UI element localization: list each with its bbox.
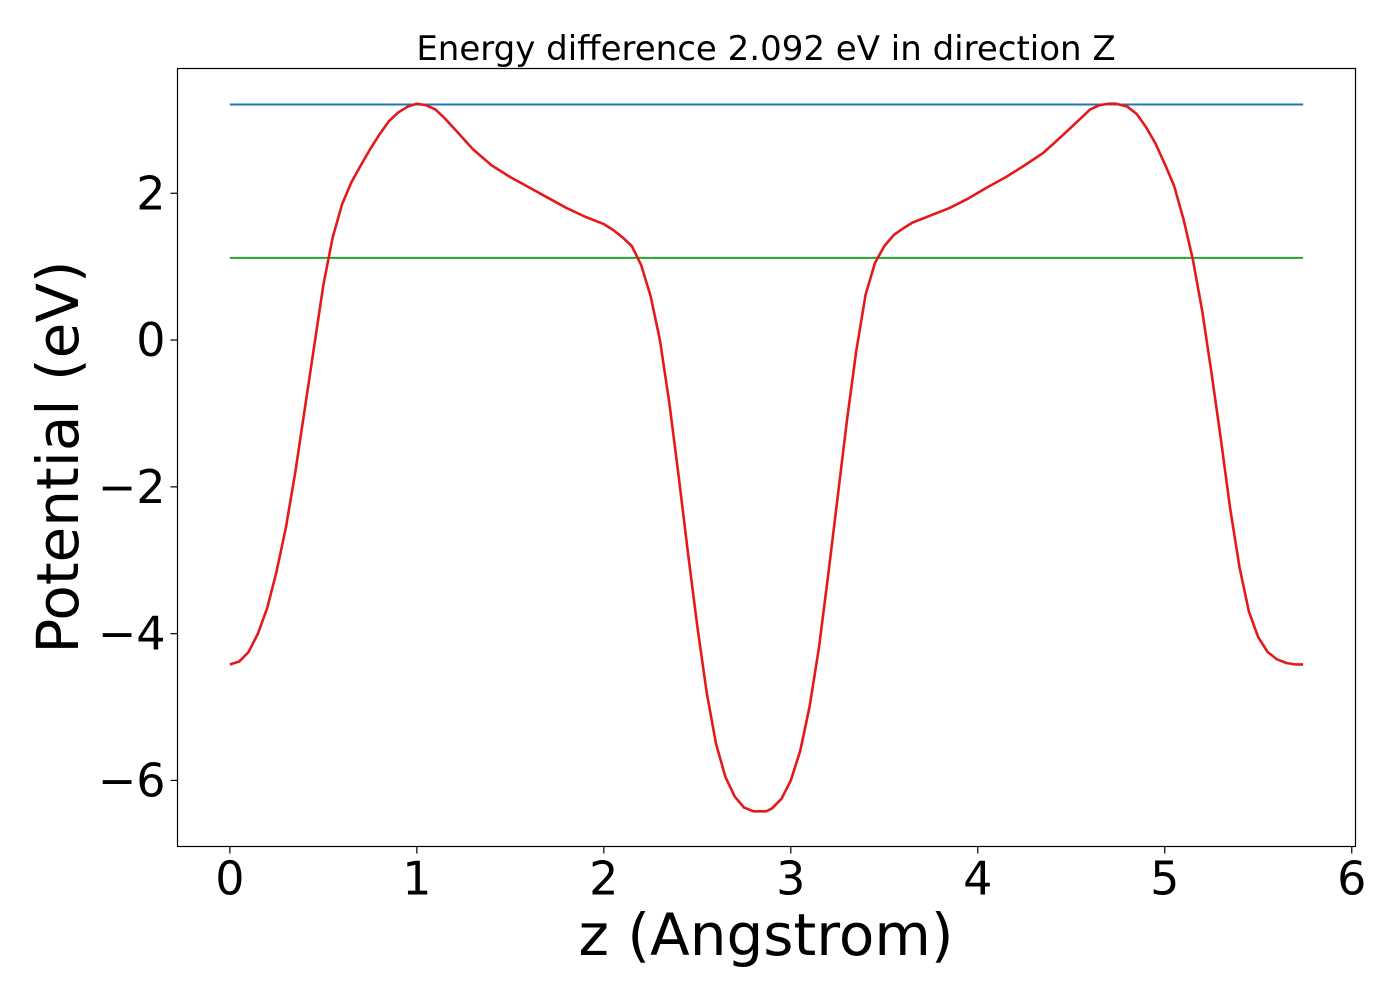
x-tick-label: 6 [1337, 852, 1366, 906]
series-layer [229, 102, 1304, 813]
x-tick-label: 2 [589, 852, 618, 906]
series-line-3 [229, 102, 1304, 813]
y-tick-label: 0 [136, 313, 165, 367]
x-axis: 0 1 2 3 4 5 6 [215, 846, 1366, 906]
y-tick-label: 2 [136, 166, 165, 220]
x-tick-label: 5 [1150, 852, 1179, 906]
y-tick-label: −4 [98, 607, 166, 661]
x-tick-label: 0 [215, 852, 244, 906]
y-tick-label: −2 [98, 460, 166, 514]
x-tick-label: 1 [402, 852, 431, 906]
x-axis-label: z (Angstrom) [579, 901, 954, 969]
chart-title: Energy difference 2.092 eV in direction … [416, 29, 1115, 69]
y-tick-label: −6 [98, 753, 166, 807]
x-tick-label: 4 [963, 852, 992, 906]
y-axis: −6 −4 −2 0 2 [98, 166, 178, 807]
x-tick-label: 3 [776, 852, 805, 906]
y-axis-label: Potential (eV) [24, 260, 92, 653]
plot-frame [176, 67, 1357, 848]
